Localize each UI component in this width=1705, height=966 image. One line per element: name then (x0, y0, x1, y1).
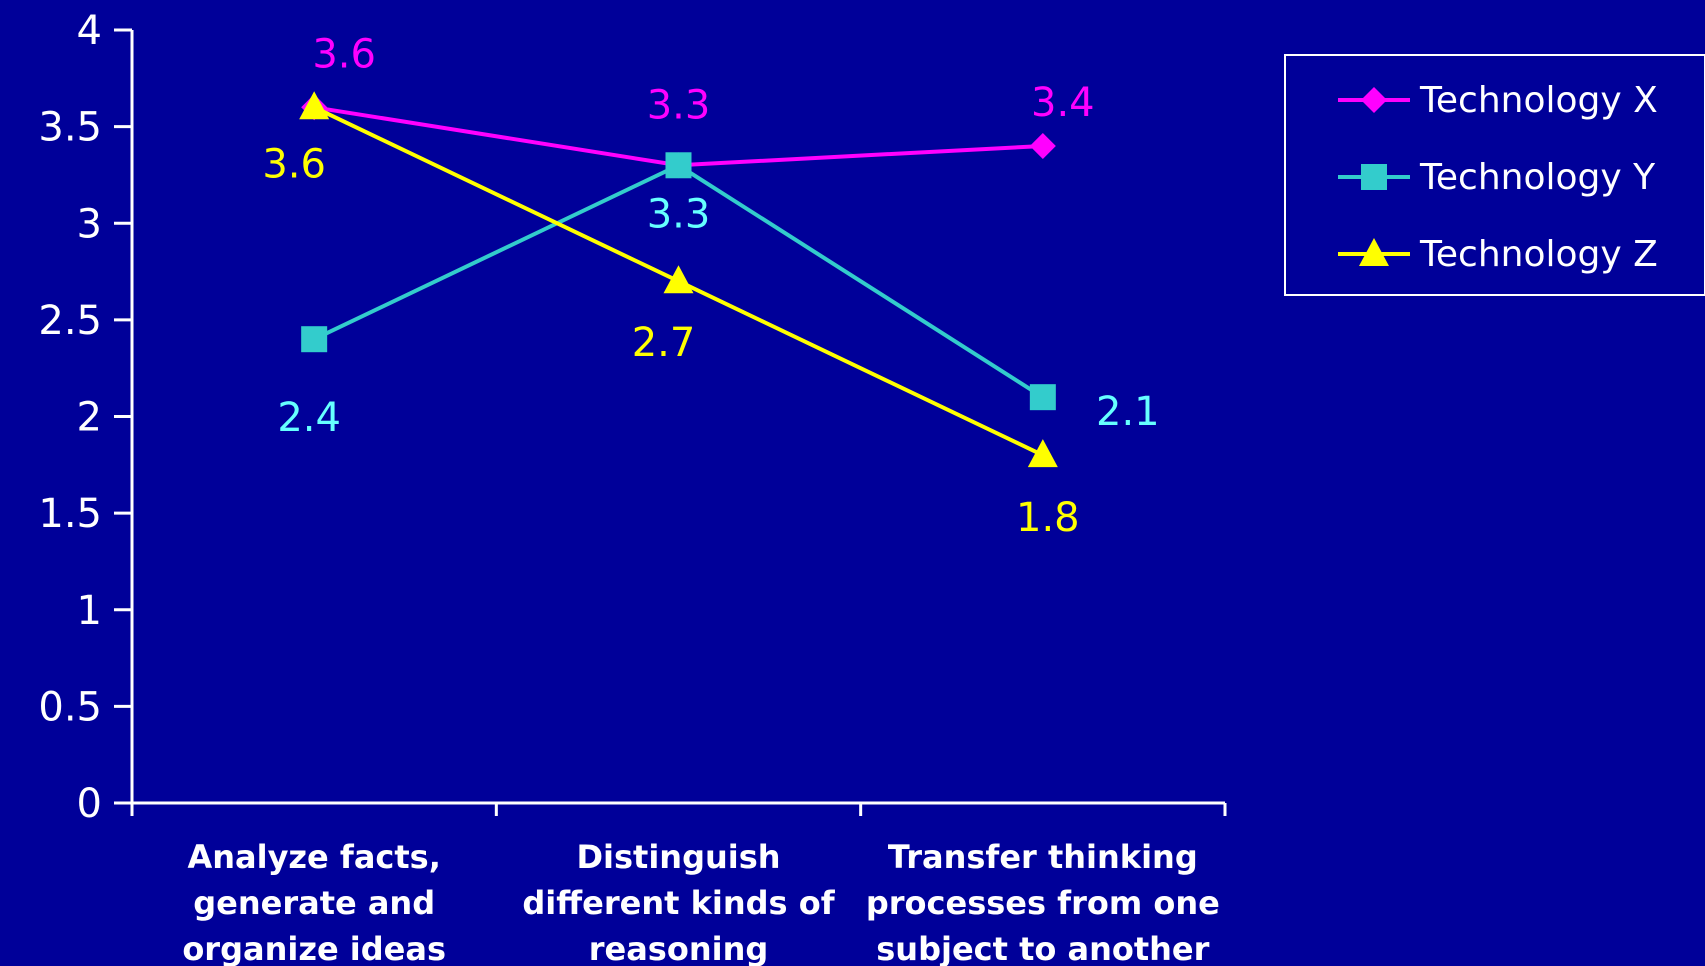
data-point-marker (1029, 132, 1056, 159)
data-label: 2.1 (1096, 389, 1160, 435)
legend-item: Technology Y (1338, 157, 1656, 198)
data-label: 3.3 (647, 191, 711, 237)
y-tick-label: 2.5 (38, 298, 102, 344)
data-point-marker (1029, 384, 1056, 411)
data-point-marker (1359, 238, 1389, 266)
x-tick-label: Distinguish (576, 838, 780, 876)
data-point-marker (1027, 439, 1058, 468)
x-tick-label: subject to another (876, 930, 1209, 966)
data-label: 2.7 (632, 320, 696, 366)
y-tick-label: 4 (77, 8, 102, 54)
x-tick-label: processes from one (866, 884, 1220, 922)
data-label: 2.4 (277, 395, 341, 441)
series-technology-y (301, 152, 1056, 411)
legend-label: Technology X (1419, 80, 1658, 121)
x-tick-label: Transfer thinking (888, 838, 1198, 876)
chart-legend: Technology X Technology Y Technology Z (1284, 54, 1705, 296)
chart-series (299, 91, 1058, 468)
data-point-marker (1361, 164, 1387, 190)
legend-item: Technology Z (1338, 234, 1658, 275)
data-label: 3.6 (262, 141, 326, 187)
chart-axes: 0 0.5 1 1.5 2 2.5 3 3.5 4 Analyze facts, generate … (38, 8, 1227, 966)
legend-label: Technology Z (1419, 234, 1658, 275)
y-tick-label: 1.5 (38, 491, 102, 537)
data-label: 3.6 (312, 31, 376, 77)
y-tick-label: 2 (77, 395, 102, 441)
y-tick-label: 1 (77, 588, 102, 634)
data-label: 3.3 (647, 82, 711, 128)
legend-label: Technology Y (1419, 157, 1656, 198)
data-point-marker (1361, 87, 1387, 113)
data-point-marker (299, 91, 330, 120)
y-tick-label: 0 (77, 781, 102, 827)
data-point-marker (665, 152, 692, 179)
x-tick-label: different kinds of (522, 884, 835, 922)
data-point-marker (663, 265, 694, 294)
data-point-marker (301, 326, 328, 353)
legend-box (1284, 54, 1705, 296)
data-labels: 3.6 3.3 3.4 2.4 3.3 2.1 3.6 2.7 1.8 (262, 31, 1159, 541)
data-label: 3.4 (1031, 80, 1095, 126)
legend-item: Technology X (1338, 80, 1658, 121)
x-tick-label: Analyze facts, (187, 838, 440, 876)
x-tick-label: reasoning (589, 930, 769, 966)
x-tick-label: organize ideas (182, 930, 446, 966)
data-label: 1.8 (1016, 495, 1080, 541)
x-tick-label: generate and (193, 884, 435, 922)
series-technology-z (299, 91, 1058, 468)
y-tick-label: 0.5 (38, 684, 102, 730)
y-tick-label: 3.5 (38, 105, 102, 151)
y-tick-label: 3 (77, 201, 102, 247)
